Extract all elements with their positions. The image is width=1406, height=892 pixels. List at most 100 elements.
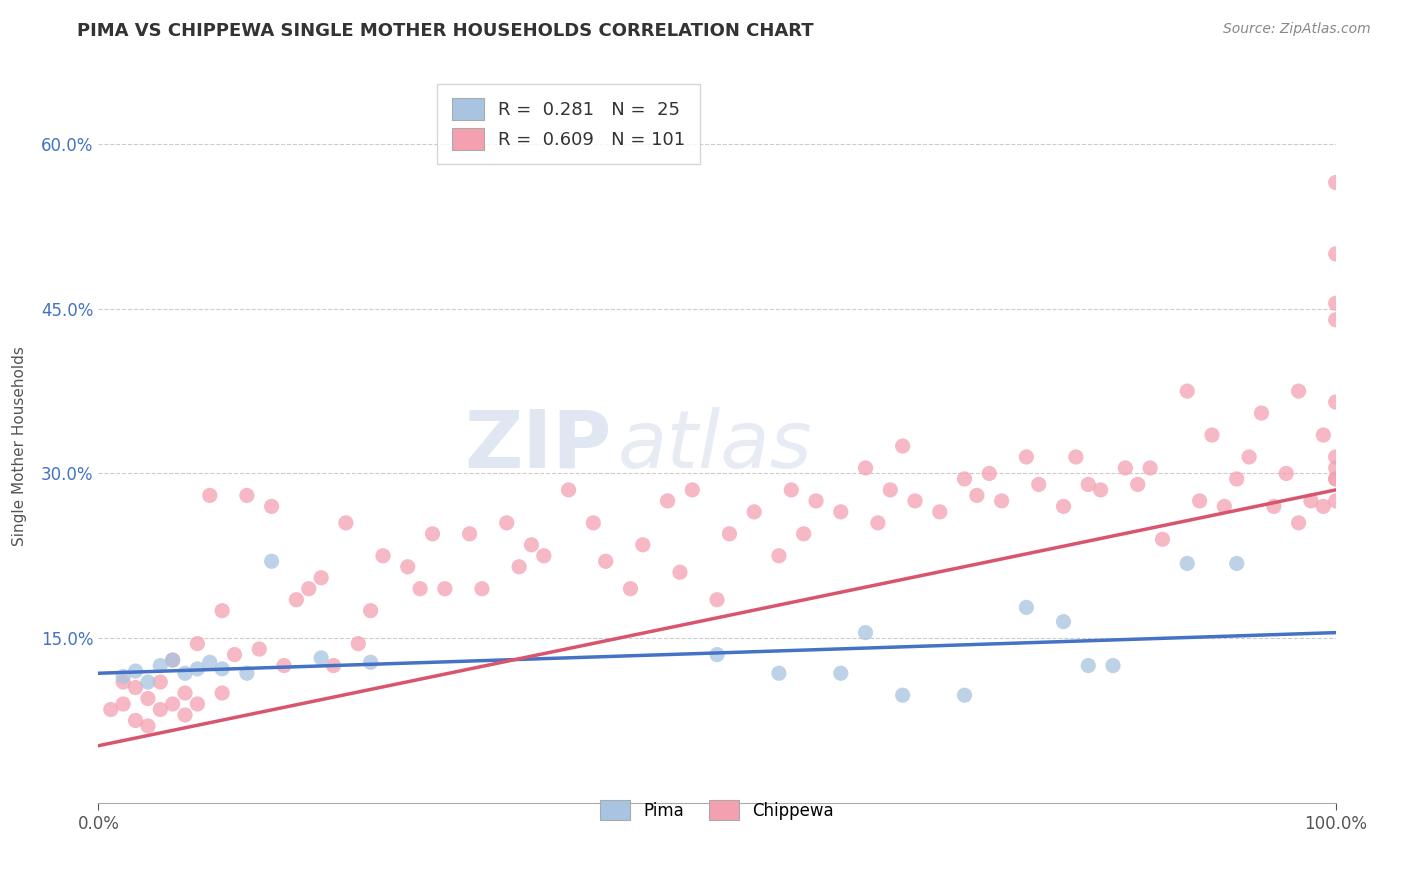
Point [1226, 557, 1249, 571]
Point [309, 571, 332, 585]
Point [100, 702, 122, 716]
Point [347, 637, 370, 651]
Point [174, 708, 197, 723]
Point [422, 526, 444, 541]
Point [298, 582, 321, 596]
Point [1077, 658, 1099, 673]
Point [309, 651, 332, 665]
Point [830, 666, 852, 681]
Point [360, 604, 382, 618]
Point [1126, 477, 1149, 491]
Point [1324, 247, 1347, 261]
Point [508, 559, 530, 574]
Point [1052, 500, 1074, 514]
Point [1213, 500, 1236, 514]
Point [1324, 395, 1347, 409]
Point [520, 538, 543, 552]
Point [631, 538, 654, 552]
Point [1288, 384, 1310, 398]
Point [1275, 467, 1298, 481]
Point [1175, 384, 1198, 398]
Point [1052, 615, 1074, 629]
Point [1201, 428, 1223, 442]
Point [891, 688, 914, 702]
Point [149, 702, 172, 716]
Point [706, 592, 728, 607]
Point [211, 604, 233, 618]
Point [471, 582, 494, 596]
Point [855, 625, 877, 640]
Point [1324, 312, 1347, 326]
Point [149, 675, 172, 690]
Point [458, 526, 481, 541]
Text: ZIP: ZIP [464, 407, 612, 485]
Point [1312, 428, 1334, 442]
Point [247, 642, 270, 657]
Point [891, 439, 914, 453]
Point [162, 653, 184, 667]
Point [198, 488, 221, 502]
Text: atlas: atlas [619, 407, 813, 485]
Point [1324, 472, 1347, 486]
Point [669, 566, 692, 580]
Point [928, 505, 950, 519]
Point [433, 582, 456, 596]
Point [780, 483, 803, 497]
Point [162, 697, 184, 711]
Point [768, 666, 790, 681]
Point [953, 688, 976, 702]
Legend: Pima, Chippewa: Pima, Chippewa [586, 787, 848, 834]
Point [396, 559, 419, 574]
Y-axis label: Single Mother Households: Single Mother Households [13, 346, 27, 546]
Point [409, 582, 432, 596]
Point [1288, 516, 1310, 530]
Point [1312, 500, 1334, 514]
Point [681, 483, 703, 497]
Point [260, 500, 283, 514]
Point [1028, 477, 1050, 491]
Point [186, 637, 208, 651]
Point [236, 666, 259, 681]
Point [706, 648, 728, 662]
Point [174, 686, 197, 700]
Point [1015, 450, 1038, 464]
Point [1324, 461, 1347, 475]
Point [1102, 658, 1125, 673]
Point [371, 549, 394, 563]
Point [1090, 483, 1112, 497]
Point [224, 648, 246, 662]
Point [557, 483, 579, 497]
Point [211, 686, 233, 700]
Point [285, 592, 308, 607]
Point [1250, 406, 1272, 420]
Point [1324, 472, 1347, 486]
Point [198, 655, 221, 669]
Point [533, 549, 555, 563]
Point [124, 681, 146, 695]
Point [1077, 477, 1099, 491]
Point [1064, 450, 1087, 464]
Point [866, 516, 889, 530]
Point [1226, 472, 1249, 486]
Point [136, 675, 159, 690]
Point [1015, 600, 1038, 615]
Point [768, 549, 790, 563]
Point [273, 658, 295, 673]
Point [124, 664, 146, 678]
Point [162, 653, 184, 667]
Point [136, 719, 159, 733]
Point [1237, 450, 1260, 464]
Text: Source: ZipAtlas.com: Source: ZipAtlas.com [1223, 22, 1371, 37]
Point [112, 669, 135, 683]
Point [1324, 494, 1347, 508]
Point [1114, 461, 1136, 475]
Point [360, 655, 382, 669]
Point [1299, 494, 1322, 508]
Point [335, 516, 357, 530]
Point [112, 675, 135, 690]
Point [595, 554, 617, 568]
Point [136, 691, 159, 706]
Point [830, 505, 852, 519]
Point [1188, 494, 1211, 508]
Point [1263, 500, 1285, 514]
